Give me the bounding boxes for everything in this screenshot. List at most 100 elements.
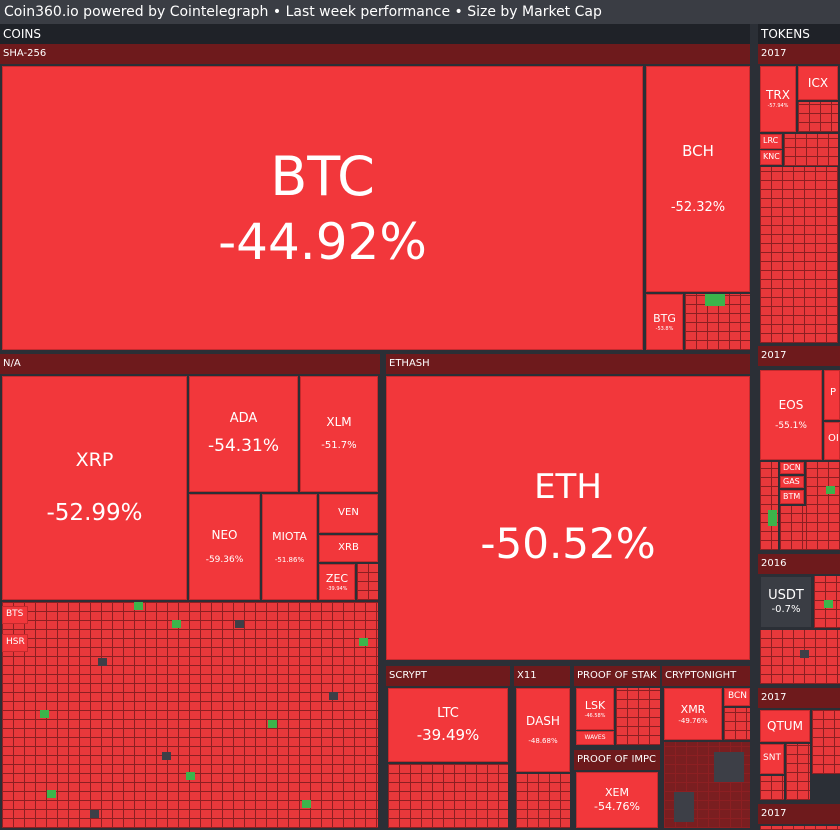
coin-tile[interactable]: ADA -54.31% [189,376,298,492]
coin-tile[interactable]: BTG -53.8% [646,294,683,350]
coin-tile[interactable]: LTC -39.49% [388,688,508,762]
group-header: PROOF OF STAK [574,666,660,686]
token-tile[interactable]: KNC [760,150,782,165]
coin-symbol: HSR [6,637,25,647]
small-tokens [760,826,840,830]
group-header: SHA-256 [0,44,750,64]
token-tile[interactable]: BTM [780,490,804,504]
small-tokens [812,710,840,774]
token-tile[interactable]: EOS -55.1% [760,370,822,460]
coin-change: -52.99% [46,499,143,526]
coin-change: -39.94% [326,585,348,592]
coin-tile[interactable]: XLM -51.7% [300,376,378,492]
token-change: -55.1% [775,420,807,431]
token-symbol: TRX [766,88,790,103]
flat-cell [90,810,99,818]
coin-tile[interactable]: XRP -52.99% [2,376,187,600]
small-tokens [798,102,838,132]
coin-tile[interactable]: XMR -49.76% [664,688,722,740]
token-symbol: P [830,387,837,398]
coin-tile[interactable]: ETH -50.52% [386,376,750,660]
token-symbol: DCN [783,463,801,472]
coin-change: -54.76% [594,800,640,813]
coin-tile[interactable]: BTS [2,606,28,624]
coin-change: -53.8% [655,325,674,332]
gain-cell [268,720,277,728]
small-tokens [760,630,840,684]
small-coins [516,774,570,828]
group-header: PROOF OF IMPC [574,750,660,770]
coin-symbol: NEO [211,527,238,542]
coin-symbol: XRB [338,542,359,554]
gain-cell [302,800,311,808]
coin-tile[interactable]: BTC -44.92% [2,66,643,350]
small-coins [2,602,378,828]
token-tile[interactable]: P [824,370,840,420]
coin-tile[interactable]: VEN [319,494,378,533]
coin-change: -54.31% [208,435,279,456]
small-tokens [780,506,806,550]
coin-tile[interactable]: XEM -54.76% [576,772,658,828]
small-coins [357,564,378,600]
group-header: SCRYPT [386,666,510,686]
coin-tile[interactable]: MIOTA -51.86% [262,494,317,600]
gain-cell [40,710,49,718]
token-symbol: LRC [763,136,779,145]
coin-symbol: ETH [534,466,602,507]
coin-symbol: XEM [605,786,629,800]
gain-cell [186,772,195,780]
token-symbol: USDT [768,587,804,603]
flat-cell [235,620,244,628]
group-header: 2017 [758,688,840,708]
small-coins [388,764,508,828]
small-coins [664,742,750,828]
token-tile[interactable]: LRC [760,134,782,149]
token-tile[interactable]: OI [824,422,840,460]
gain-cell [134,602,143,610]
coin-symbol: DASH [526,714,560,729]
group-header: CRYPTONIGHT [662,666,750,686]
coin-tile[interactable]: LSK -46.58% [576,688,614,730]
small-tokens [760,167,838,343]
token-change: -57.94% [767,103,789,110]
gain-cell [824,600,833,608]
coin-symbol: LTC [437,705,459,721]
coin-change: -49.76% [678,716,708,725]
coin-tile[interactable]: DASH -48.68% [516,688,570,772]
coin-symbol: VEN [338,507,359,519]
coin-tile[interactable]: HSR [2,634,28,652]
coin-symbol: XRP [75,448,114,471]
small-coins [616,688,660,745]
flat-cell [674,792,694,822]
group-header: 2017 [758,346,840,366]
token-tile[interactable]: ICX [798,66,838,100]
token-symbol: BTM [783,492,801,501]
token-symbol: QTUM [767,718,803,733]
coin-symbol: BCN [728,691,748,701]
token-tile[interactable]: QTUM [760,710,810,742]
token-tile[interactable]: TRX -57.94% [760,66,796,132]
token-symbol: KNC [763,152,780,161]
coin-symbol: BCH [682,141,714,160]
token-tile[interactable]: SNT [760,744,784,774]
coin-symbol: MIOTA [272,529,307,543]
coin-change: -39.49% [416,725,480,744]
coin-tile[interactable]: NEO -59.36% [189,494,260,600]
gain-cell [47,790,56,798]
coin-change: -51.7% [321,440,357,452]
coin-tile[interactable]: WAVES [576,731,614,745]
small-coins [685,294,750,350]
coin-tile[interactable]: ZEC -39.94% [319,564,355,600]
coin-tile[interactable]: BCH -52.32% [646,66,750,292]
coin-tile[interactable]: BCN [724,688,750,706]
group-header: 2017 [758,44,840,64]
token-tile[interactable]: GAS [780,476,804,488]
gain-cell [826,486,835,494]
token-symbol: OI [828,433,839,444]
coin-tile[interactable]: XRB [319,535,378,562]
token-tile[interactable]: DCN [780,462,804,474]
coin-symbol: ZEC [325,572,349,585]
token-tile[interactable]: USDT -0.7% [760,576,812,628]
coin-change: -46.58% [584,712,606,719]
